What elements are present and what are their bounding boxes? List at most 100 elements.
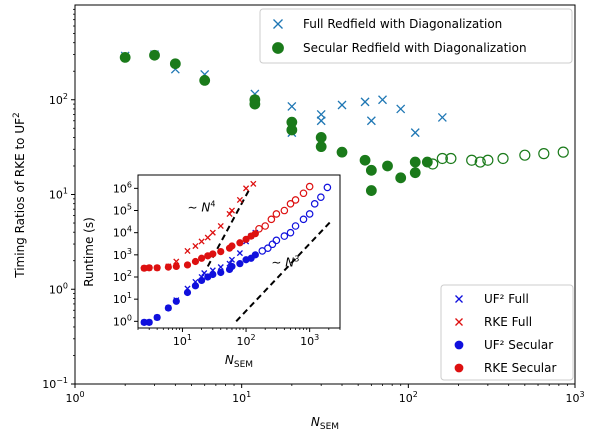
inset-guide-N3: [235, 221, 331, 323]
main-series-1-point: [199, 75, 211, 86]
inset-series-1-point: [226, 210, 233, 218]
main-series-1-hollow-point: [519, 149, 531, 161]
inset-x-tick-label: 102: [237, 333, 256, 348]
inset-x-tick-label: 103: [300, 333, 319, 348]
inset-series-3-point: [164, 263, 172, 271]
inset-series-2-point: [198, 276, 206, 285]
inset-series-2-point: [191, 282, 200, 290]
main-series-1-point: [409, 167, 421, 179]
main-x-axis-label: NSEM: [311, 415, 339, 431]
inset-series-3-point: [209, 250, 217, 258]
inset-y-tick-label: 102: [113, 269, 132, 284]
main-series-1-point: [359, 154, 371, 166]
inset-series-2-point: [164, 304, 172, 312]
main-series-0-point: [410, 128, 420, 138]
inset-y-tick-label: 100: [113, 313, 132, 328]
inset-series-2-hollow-point: [317, 193, 325, 201]
inset-series-2-hollow-point: [264, 244, 272, 252]
inset-series-2-hollow-point: [286, 228, 295, 237]
inset-series-3-hollow-point: [272, 210, 281, 218]
main-series-1-point: [382, 160, 393, 172]
inset-y-tick-label: 103: [113, 247, 132, 262]
inset-series-2-hollow-point: [299, 215, 308, 224]
main-y-tick-label: 10−1: [42, 376, 68, 391]
inset-y-tick-label: 105: [113, 203, 132, 218]
main-series-1-point: [395, 172, 407, 184]
inset-series-2-hollow-point: [280, 232, 289, 240]
inset-legend-marker-1: [455, 318, 463, 326]
inset-annotation-0: ∼ N4: [187, 200, 215, 215]
main-series-1-point: [149, 49, 160, 61]
inset-series-2-point: [145, 318, 153, 326]
main-series-1-point: [409, 156, 421, 168]
inset-series-1-point: [228, 207, 236, 214]
main-legend-box: [259, 8, 573, 64]
inset-series-3-point: [172, 262, 180, 271]
inset-series-3-hollow-point: [299, 189, 308, 198]
main-x-tick-label: 103: [565, 390, 584, 405]
inset-y-tick-label: 104: [113, 225, 132, 240]
main-series-1-hollow-point: [445, 152, 457, 165]
inset-series-2-point: [228, 262, 236, 271]
main-series-1-hollow-point: [436, 152, 448, 165]
main-series-0-point: [378, 95, 387, 105]
main-series-0-point: [337, 100, 347, 110]
inset-series-0-point: [236, 250, 243, 257]
inset-series-2-hollow-point: [291, 222, 300, 230]
inset-legend-marker-3: [454, 363, 464, 373]
inset-series-3-point: [228, 242, 236, 250]
main-series-1-hollow-point: [497, 152, 509, 165]
inset-series-3-hollow-point: [255, 224, 263, 233]
inset-series-3-point: [251, 230, 259, 238]
inset-x-tick-label: 101: [173, 333, 192, 348]
inset-series-3-point: [236, 239, 244, 247]
inset-series-2-hollow-point: [305, 210, 314, 218]
main-legend-label-1: Secular Redfield with Diagonalization: [303, 41, 527, 55]
inset-series-2-point: [251, 251, 259, 259]
main-series-1-point: [365, 185, 377, 196]
main-series-1-point: [249, 98, 261, 110]
inset-series-3-point: [217, 247, 225, 256]
inset-legend-marker-0: [455, 295, 463, 303]
inset-legend-label-1: RKE Full: [484, 315, 532, 329]
main-legend-marker-1: [272, 42, 284, 54]
inset-x-axis-label: NSEM: [225, 353, 253, 370]
main-series-1-hollow-point: [466, 154, 478, 166]
inset-series-2-point: [183, 288, 192, 297]
inset-legend-label-2: UF² Secular: [484, 338, 553, 352]
inset-series-3-hollow-point: [261, 222, 270, 230]
inset-series-2-point: [236, 260, 244, 268]
inset-series-0-point: [217, 264, 224, 271]
inset-series-3-point: [145, 264, 153, 272]
main-series-1-hollow-point: [474, 156, 486, 168]
main-series-1-hollow-point: [427, 158, 439, 170]
inset-series-3-point: [198, 254, 206, 262]
inset-annotation-1: ∼ N3: [271, 254, 299, 269]
main-series-0-point: [437, 113, 447, 122]
inset-series-2-point: [153, 313, 161, 322]
main-series-1-hollow-point: [557, 146, 569, 158]
main-series-1-point: [336, 146, 348, 158]
main-series-1-point: [315, 132, 327, 143]
inset-series-1-point: [236, 196, 243, 203]
main-series-1-point: [169, 58, 181, 70]
inset-series-3-point: [242, 235, 250, 243]
inset-series-2-point: [217, 268, 225, 277]
main-y-axis-label: Timing Ratios of RKE to UF2: [12, 112, 27, 279]
inset-plot-frame: [137, 174, 341, 329]
inset-series-1-point: [204, 234, 211, 241]
main-series-1-hollow-point: [482, 154, 494, 166]
main-y-tick-label: 101: [49, 187, 68, 202]
inset-series-3-hollow-point: [286, 200, 295, 208]
main-series-0-point: [360, 97, 370, 107]
main-x-tick-label: 101: [232, 390, 251, 405]
main-x-tick-label: 100: [65, 390, 84, 405]
inset-series-0-point: [228, 256, 236, 263]
inset-series-3-hollow-point: [280, 206, 289, 215]
inset-ticks: 101 102 103 100 101 102 103 104 105 106: [113, 180, 341, 348]
inset-series-3-point: [191, 257, 200, 266]
inset-series-2-hollow-point: [310, 200, 319, 208]
main-series-0-point: [396, 104, 406, 114]
